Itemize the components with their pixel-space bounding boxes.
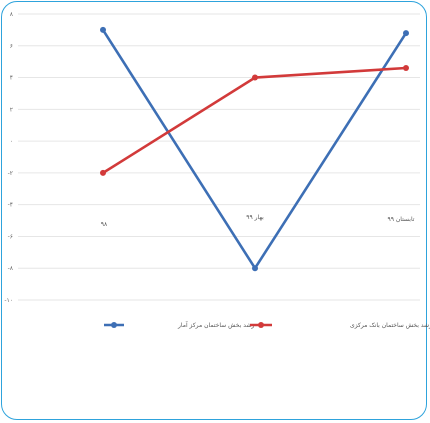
series-lines xyxy=(101,28,408,270)
y-tick-label: -۲ xyxy=(8,170,13,177)
grid-lines xyxy=(18,13,420,301)
data-point xyxy=(252,74,258,81)
series-line-1 xyxy=(101,66,408,175)
legend-swatch-marker xyxy=(258,322,264,328)
y-tick-label: ۲ xyxy=(10,106,13,113)
y-tick-label: -۴ xyxy=(8,202,13,209)
y-tick-label: ۰ xyxy=(10,138,13,145)
data-point xyxy=(100,26,106,33)
y-tick-label: -۸ xyxy=(8,265,14,272)
legend-label: رشد بخش ساختمان مرکز آمار xyxy=(177,320,254,329)
category-label: تابستان ۹۹ xyxy=(388,216,415,223)
category-labels: ۹۸ بهار ۹۹ تابستان ۹۹ xyxy=(101,214,415,228)
y-tick-label: ۶ xyxy=(10,43,13,50)
data-point xyxy=(403,30,409,37)
legend: رشد بخش ساختمان مرکز آمار رشد بخش ساختمان… xyxy=(104,320,430,329)
data-point xyxy=(403,65,409,72)
y-tick-label: ۸ xyxy=(10,11,14,18)
series-points xyxy=(100,26,409,272)
data-point xyxy=(100,169,106,176)
data-point xyxy=(252,265,258,272)
category-label: ۹۸ xyxy=(101,221,108,228)
y-tick-label: -۶ xyxy=(8,233,13,240)
category-label: بهار ۹۹ xyxy=(246,214,264,221)
y-tick-label: ۴ xyxy=(10,75,13,82)
legend-swatch-marker xyxy=(111,322,117,328)
legend-label: رشد بخش ساختمان بانک مرکزی xyxy=(350,322,430,329)
series-line-0 xyxy=(101,28,408,270)
y-axis-ticks: ۸ ۶ ۴ ۲ ۰ -۲ -۴ -۶ -۸ -۱۰ xyxy=(4,11,13,304)
y-tick-label: -۱۰ xyxy=(4,297,13,304)
